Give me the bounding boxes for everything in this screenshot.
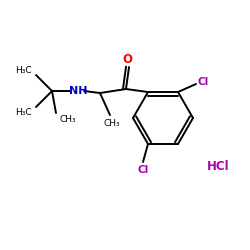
- Text: HCl: HCl: [207, 160, 229, 173]
- Text: CH₃: CH₃: [60, 114, 76, 124]
- Text: Cl: Cl: [138, 165, 148, 175]
- Text: O: O: [122, 52, 132, 66]
- Text: Cl: Cl: [198, 77, 208, 87]
- Text: H₃C: H₃C: [15, 66, 31, 74]
- Text: H₃C: H₃C: [15, 108, 31, 116]
- Text: CH₃: CH₃: [104, 118, 120, 128]
- Text: NH: NH: [69, 86, 87, 96]
